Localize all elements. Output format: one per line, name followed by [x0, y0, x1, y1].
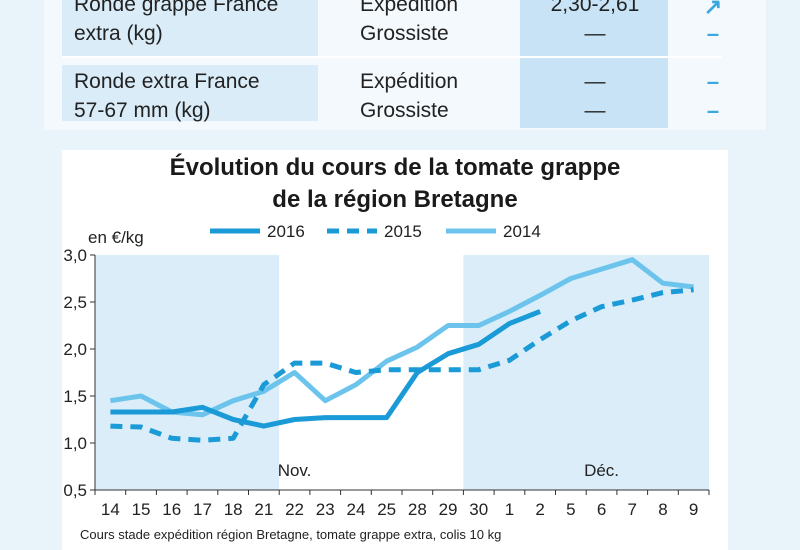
- y-tick-label: 1,0: [63, 434, 87, 453]
- x-tick-label: 25: [377, 500, 396, 519]
- x-tick-label: 9: [689, 500, 698, 519]
- table-row: Ronde grappe France extra (kg) Expéditio…: [62, 0, 722, 56]
- series-line-2016: [110, 309, 542, 429]
- x-tick-label: 2: [535, 500, 544, 519]
- x-tick-label: 17: [193, 500, 212, 519]
- product-cell: Ronde grappe France extra (kg): [62, 0, 318, 56]
- trend-flat-icon: –: [706, 21, 720, 46]
- chart-title-line-1: Évolution du cours de la tomate grappe: [169, 154, 621, 181]
- x-tick-label: 28: [408, 500, 427, 519]
- stage-label: Grossiste: [360, 22, 449, 45]
- x-tick-label: 30: [469, 500, 488, 519]
- x-tick-label: 18: [224, 500, 243, 519]
- product-label-line: Ronde extra France: [74, 70, 260, 93]
- x-tick-label: 14: [101, 500, 120, 519]
- row-divider: [62, 56, 722, 58]
- y-axis-label: en €/kg: [88, 228, 144, 247]
- product-label-line: extra (kg): [74, 22, 163, 45]
- price-column-shade: [520, 0, 668, 128]
- x-tick-label: 15: [132, 500, 151, 519]
- source-note: Cours stade expédition région Bretagne, …: [80, 527, 502, 542]
- chart-card: Évolution du cours de la tomate grappe d…: [62, 150, 728, 550]
- product-label-line: Ronde grappe France: [74, 0, 279, 16]
- y-tick-label: 2,5: [63, 293, 87, 312]
- series-line-2015: [110, 287, 694, 443]
- series-line-2014: [110, 257, 694, 418]
- x-tick-label: 29: [439, 500, 458, 519]
- product-cell: Ronde extra France 57-67 mm (kg): [62, 65, 318, 122]
- price-value: 2,30-2,61: [550, 0, 640, 16]
- trend-flat-icon: –: [706, 69, 720, 94]
- shaded-period: [463, 255, 709, 490]
- chart-plot: 3,02,52,01,51,00,514 15 16 17 18 21 22 23 24 25 28…: [63, 222, 710, 519]
- stage-label: Expédition: [360, 0, 459, 16]
- x-tick-label: 1: [505, 500, 514, 519]
- y-tick-label: 0,5: [63, 481, 87, 500]
- legend-label: 2014: [503, 222, 541, 241]
- x-tick-label: 16: [162, 500, 181, 519]
- trend-up-icon: ↗: [703, 0, 723, 19]
- chart-title-line-2: de la région Bretagne: [272, 186, 518, 213]
- month-label: Nov.: [278, 461, 312, 480]
- stage-label: Grossiste: [360, 99, 449, 122]
- x-tick-label: 7: [628, 500, 637, 519]
- price-value: —: [584, 70, 606, 93]
- stage-label: Expédition: [360, 70, 459, 93]
- x-tick-label: 21: [254, 500, 273, 519]
- price-value: —: [584, 22, 606, 45]
- product-label-line: 57-67 mm (kg): [74, 99, 211, 122]
- y-tick-label: 3,0: [63, 246, 87, 265]
- price-value: —: [584, 99, 606, 122]
- x-tick-label: 22: [285, 500, 304, 519]
- x-tick-label: 23: [316, 500, 335, 519]
- x-tick-label: 6: [597, 500, 606, 519]
- table-row: Ronde extra France 57-67 mm (kg) Expédit…: [62, 65, 722, 123]
- shaded-period: [95, 255, 280, 490]
- x-tick-label: 24: [346, 500, 365, 519]
- trend-flat-icon: –: [706, 98, 720, 123]
- x-tick-label: 5: [566, 500, 575, 519]
- legend-label: 2016: [267, 222, 305, 241]
- legend-label: 2015: [384, 222, 422, 241]
- month-label: Déc.: [584, 461, 619, 480]
- y-tick-label: 1,5: [63, 387, 87, 406]
- x-tick-label: 8: [658, 500, 667, 519]
- y-tick-label: 2,0: [63, 340, 87, 359]
